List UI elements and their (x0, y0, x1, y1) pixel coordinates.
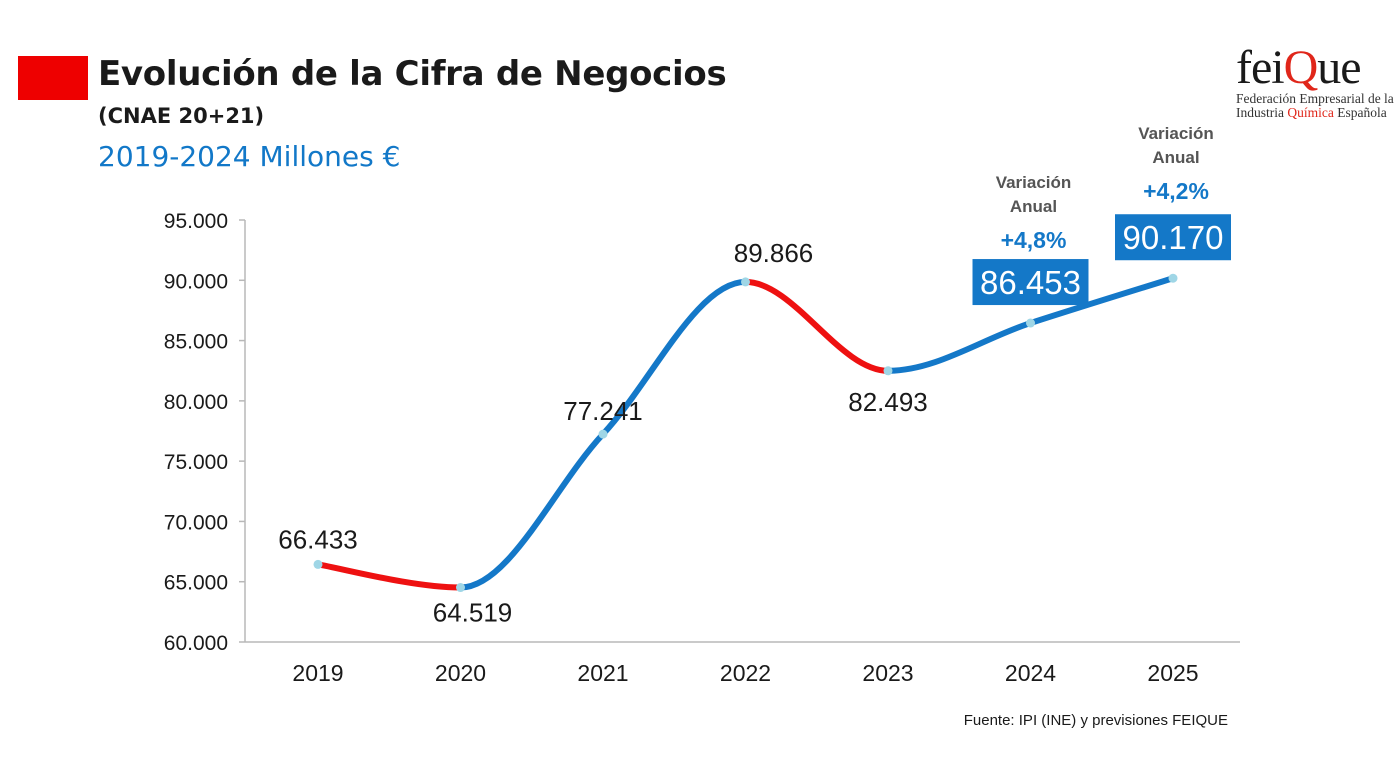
line-segment (885, 320, 1034, 374)
y-tick-label: 95.000 (164, 210, 228, 233)
x-tick-label: 2025 (1147, 660, 1198, 686)
x-tick-label: 2019 (292, 660, 343, 686)
data-point-marker (456, 583, 465, 593)
x-tick-label: 2021 (577, 660, 628, 686)
data-label: 86.453 (980, 264, 1081, 301)
annotation-value: +4,8% (1001, 227, 1067, 253)
annotation-label: Anual (1152, 148, 1199, 167)
title-accent-swatch (18, 56, 88, 100)
y-tick-label: 80.000 (164, 391, 228, 414)
data-point-marker (313, 559, 323, 569)
data-point-marker (598, 429, 608, 439)
line-segment (1027, 275, 1176, 327)
data-label: 66.433 (278, 524, 358, 554)
data-point-marker (1026, 318, 1035, 328)
chart-period: 2019-2024 Millones € (98, 140, 401, 173)
annotation-label: Anual (1010, 197, 1057, 216)
data-label: 90.170 (1123, 219, 1224, 256)
data-label: 77.241 (563, 396, 643, 426)
data-point-marker (883, 366, 893, 376)
data-label: 82.493 (848, 387, 928, 417)
annotation-label: Variación (996, 173, 1072, 192)
x-tick-label: 2024 (1005, 660, 1056, 686)
annotation-label: Variación (1138, 124, 1214, 143)
chart-title: Evolución de la Cifra de Negocios (98, 54, 727, 94)
y-tick-label: 75.000 (164, 451, 228, 474)
y-tick-label: 90.000 (164, 270, 228, 293)
data-label: 89.866 (734, 238, 814, 268)
chart-subtitle: (CNAE 20+21) (98, 104, 265, 128)
line-segment (457, 431, 606, 591)
data-point-marker (741, 277, 750, 287)
logo-line-1: Federación Empresarial de la (1236, 91, 1394, 106)
y-tick-label: 70.000 (164, 511, 228, 534)
source-note: Fuente: IPI (INE) y previsiones FEIQUE (963, 712, 1228, 729)
data-label-box (1115, 214, 1231, 261)
line-segment (600, 278, 749, 438)
data-label-box (972, 259, 1089, 306)
x-tick-label: 2020 (435, 660, 486, 686)
y-tick-label: 65.000 (164, 572, 228, 595)
line-segment (315, 561, 464, 591)
y-tick-label: 60.000 (164, 632, 228, 655)
feique-logo: feiQue Federación Empresarial de la Indu… (1236, 41, 1394, 144)
line-segment (742, 278, 891, 374)
x-tick-label: 2023 (862, 660, 913, 686)
data-label: 64.519 (433, 598, 513, 628)
x-tick-label: 2022 (720, 660, 771, 686)
y-tick-label: 85.000 (164, 331, 228, 354)
logo-wordmark: feiQue (1236, 41, 1362, 94)
data-point-marker (1168, 273, 1178, 283)
annotation-value: +4,2% (1143, 178, 1209, 204)
logo-line-2: Industria Química Española (1236, 105, 1387, 120)
